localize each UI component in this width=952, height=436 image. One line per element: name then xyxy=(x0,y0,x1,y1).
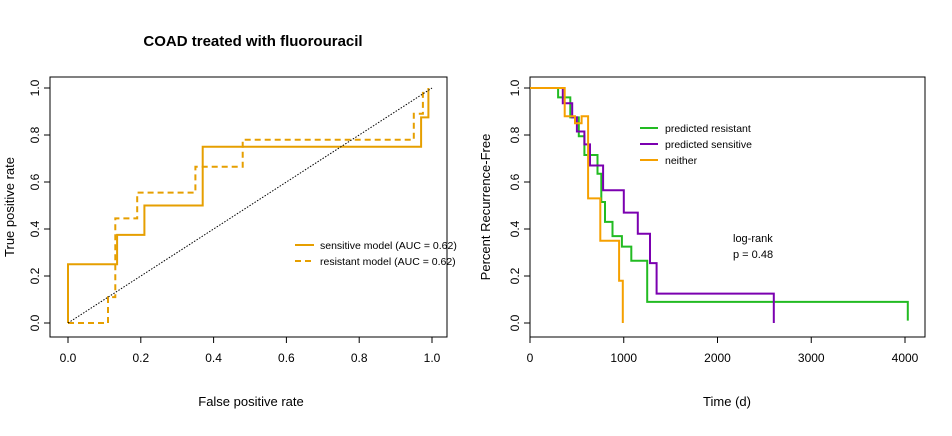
roc-legend-sensitive-label: sensitive model (AUC = 0.62) xyxy=(320,240,457,252)
survival-plot-frame xyxy=(529,76,926,338)
survival-legend: predicted resistant predicted sensitive … xyxy=(640,123,752,167)
survival-x-axis-label: Time (d) xyxy=(703,394,751,409)
roc-series-line-resistant-model-auc-0-62 xyxy=(68,88,424,324)
survival-series-group xyxy=(530,87,909,323)
figure-title: COAD treated with fluorouracil xyxy=(143,33,362,50)
y-tick-label: 0.0 xyxy=(508,314,522,331)
y-tick-label: 0.8 xyxy=(28,126,42,143)
y-tick-label: 0.4 xyxy=(508,220,522,237)
x-tick-label: 4000 xyxy=(892,351,919,365)
survival-x-axis: 0 1000 2000 3000 4000 xyxy=(527,337,919,365)
x-tick-label: 1.0 xyxy=(424,351,441,365)
y-tick-label: 0.0 xyxy=(28,314,42,331)
survival-series-line-predicted-sensitive xyxy=(530,87,775,323)
x-tick-label: 0.4 xyxy=(205,351,222,365)
y-tick-label: 0.2 xyxy=(28,267,42,284)
roc-series-group xyxy=(67,87,433,324)
roc-panel: 0.0 0.2 0.4 0.6 0.8 1.0 0.0 0.2 0.4 0.6 0.8 1.0 Fa… xyxy=(2,76,457,409)
roc-legend-resistant-label: resistant model (AUC = 0.62) xyxy=(320,256,456,268)
x-tick-label: 0.8 xyxy=(351,351,368,365)
survival-panel: 0 1000 2000 3000 4000 0.0 0.2 0.4 0.6 0.8 1.0 Tim… xyxy=(478,76,926,409)
x-tick-label: 0.2 xyxy=(132,351,149,365)
survival-legend-neither-label: neither xyxy=(665,155,698,167)
x-tick-label: 0.6 xyxy=(278,351,295,365)
y-tick-label: 0.4 xyxy=(28,220,42,237)
y-tick-label: 1.0 xyxy=(28,79,42,96)
x-tick-label: 0.0 xyxy=(60,351,77,365)
x-tick-label: 2000 xyxy=(704,351,731,365)
logrank-pvalue: p = 0.48 xyxy=(733,249,773,261)
x-tick-label: 0 xyxy=(527,351,534,365)
survival-y-axis-label: Percent Recurrence-Free xyxy=(478,134,493,281)
x-tick-label: 1000 xyxy=(610,351,637,365)
roc-plot-frame xyxy=(49,76,448,338)
y-tick-label: 1.0 xyxy=(508,79,522,96)
roc-series-line-sensitive-model-auc-0-62 xyxy=(67,88,430,323)
y-tick-label: 0.6 xyxy=(508,173,522,190)
survival-y-axis: 0.0 0.2 0.4 0.6 0.8 1.0 xyxy=(508,79,530,331)
y-tick-label: 0.8 xyxy=(508,126,522,143)
survival-series-line-neither xyxy=(530,87,624,323)
y-tick-label: 0.2 xyxy=(508,267,522,284)
y-tick-label: 0.6 xyxy=(28,173,42,190)
roc-series-line-reference-diagonal xyxy=(67,87,433,324)
survival-legend-sensitive-label: predicted sensitive xyxy=(665,139,752,151)
roc-legend: sensitive model (AUC = 0.62) resistant m… xyxy=(295,240,457,268)
roc-y-axis-label: True positive rate xyxy=(2,157,17,257)
survival-legend-resistant-label: predicted resistant xyxy=(665,123,751,135)
roc-x-axis: 0.0 0.2 0.4 0.6 0.8 1.0 xyxy=(60,337,441,365)
x-tick-label: 3000 xyxy=(798,351,825,365)
roc-x-axis-label: False positive rate xyxy=(198,394,304,409)
logrank-label: log-rank xyxy=(733,233,773,245)
roc-y-axis: 0.0 0.2 0.4 0.6 0.8 1.0 xyxy=(28,79,50,331)
